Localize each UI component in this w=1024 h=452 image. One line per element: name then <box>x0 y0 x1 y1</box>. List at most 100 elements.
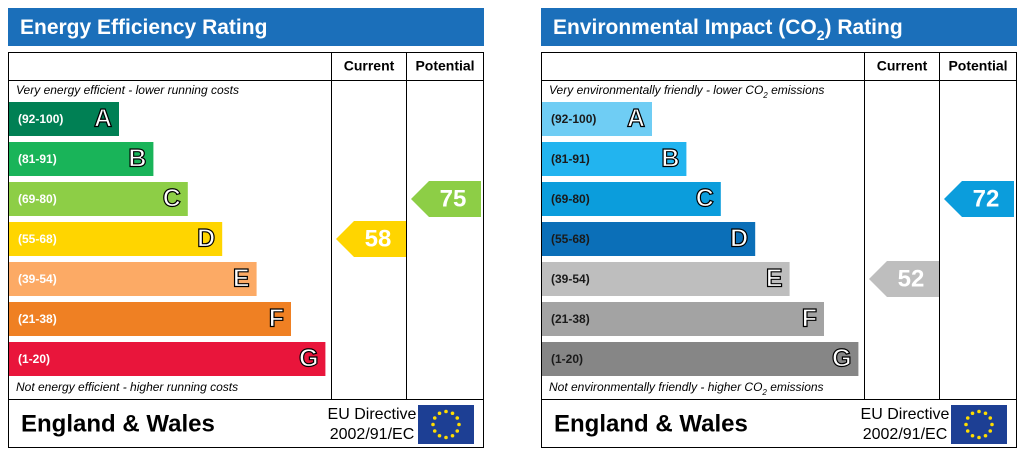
rating-panel: Energy Efficiency Rating Current Potential… <box>8 8 484 448</box>
flag-star <box>965 429 970 433</box>
band-letter: C <box>163 185 181 213</box>
band-letter: G <box>299 345 318 373</box>
rating-value: 72 <box>973 185 1000 212</box>
text-segment: Not environmentally friendly - higher CO <box>549 380 762 394</box>
column-header: Current <box>877 58 928 74</box>
rating-band <box>9 302 291 336</box>
region: England & Wales <box>554 410 748 437</box>
title-bar <box>541 8 1017 46</box>
flag-star <box>990 422 994 427</box>
flag-star <box>432 416 437 420</box>
rating-band <box>542 102 652 136</box>
rating-band <box>9 222 223 256</box>
directive: EU Directive <box>861 406 950 423</box>
band-range: (21-38) <box>18 312 57 326</box>
flag-star <box>983 411 988 416</box>
band-range: (92-100) <box>18 112 63 126</box>
flag-star <box>437 433 442 438</box>
rating-band <box>542 302 824 336</box>
flag-star <box>450 433 455 438</box>
flag-star <box>444 409 448 414</box>
flag-star <box>455 416 460 420</box>
flag-star <box>970 411 975 416</box>
text-segment: Energy Efficiency Rating <box>20 16 267 39</box>
flag-star <box>970 433 975 438</box>
rating-arrow <box>944 181 1014 217</box>
text-segment: Not energy efficient - higher running co… <box>16 380 238 394</box>
rating-arrow <box>411 181 481 217</box>
flag-star <box>457 422 461 427</box>
title-bar <box>8 8 484 46</box>
text-segment: emissions <box>768 83 825 97</box>
frame <box>541 52 1017 448</box>
panel-title: Energy Efficiency Rating <box>20 16 267 39</box>
band-letter: E <box>766 265 783 293</box>
text-segment: ) Rating <box>825 16 903 39</box>
bottom-note: Not environmentally friendly - higher CO… <box>549 380 824 396</box>
directive: 2002/91/EC <box>330 426 415 443</box>
text-segment: emissions <box>767 380 824 394</box>
rating-value: 75 <box>440 185 467 212</box>
flag-star <box>437 411 442 416</box>
flag-star <box>455 429 460 433</box>
top-note: Very energy efficient - lower running co… <box>16 83 239 97</box>
rating-band <box>542 142 687 176</box>
band-letter: A <box>94 105 112 133</box>
frame <box>8 52 484 448</box>
rating-band <box>9 342 326 376</box>
subscript: 2 <box>762 91 768 100</box>
subscript: 2 <box>761 388 767 397</box>
rating-band <box>542 222 756 256</box>
band-range: (21-38) <box>551 312 590 326</box>
band-letter: C <box>696 185 714 213</box>
rating-band <box>9 182 188 216</box>
rating-arrow <box>336 221 406 257</box>
band-letter: A <box>627 105 645 133</box>
rating-value: 58 <box>365 225 392 252</box>
text-segment: Environmental Impact (CO <box>553 16 817 39</box>
rating-band <box>9 102 119 136</box>
band-letter: F <box>269 305 284 333</box>
rating-band <box>542 262 790 296</box>
column-header: Current <box>344 58 395 74</box>
panel-title: Environmental Impact (CO2) Rating <box>553 16 903 43</box>
band-letter: B <box>128 145 146 173</box>
flag-star <box>977 435 981 440</box>
column-header: Potential <box>948 58 1007 74</box>
rating-band <box>542 182 721 216</box>
subscript: 2 <box>817 27 825 43</box>
band-range: (69-80) <box>551 192 590 206</box>
flag-star <box>965 416 970 420</box>
flag-star <box>988 416 993 420</box>
band-letter: D <box>197 225 215 253</box>
flag-star <box>983 433 988 438</box>
band-range: (39-54) <box>18 272 57 286</box>
flag-star <box>444 435 448 440</box>
flag-star <box>431 422 435 427</box>
band-range: (55-68) <box>551 232 590 246</box>
rating-arrow <box>869 261 939 297</box>
rating-panel: Environmental Impact (CO2) RatingCurrent… <box>541 8 1017 448</box>
band-letter: B <box>661 145 679 173</box>
flag-star <box>988 429 993 433</box>
band-letter: E <box>233 265 250 293</box>
band-range: (55-68) <box>18 232 57 246</box>
column-header: Potential <box>415 58 474 74</box>
band-range: (81-91) <box>551 152 590 166</box>
flag-star <box>432 429 437 433</box>
band-range: (1-20) <box>18 352 50 366</box>
top-note: Very environmentally friendly - lower CO… <box>549 83 824 99</box>
directive: EU Directive <box>328 406 417 423</box>
rating-band <box>9 142 154 176</box>
band-range: (1-20) <box>551 352 583 366</box>
flag-star <box>450 411 455 416</box>
band-letter: F <box>802 305 817 333</box>
region: England & Wales <box>21 410 215 437</box>
flag-star <box>977 409 981 414</box>
rating-value: 52 <box>898 265 925 292</box>
bottom-note: Not energy efficient - higher running co… <box>16 380 238 394</box>
flag-star <box>964 422 968 427</box>
band-range: (81-91) <box>18 152 57 166</box>
rating-band <box>542 342 859 376</box>
